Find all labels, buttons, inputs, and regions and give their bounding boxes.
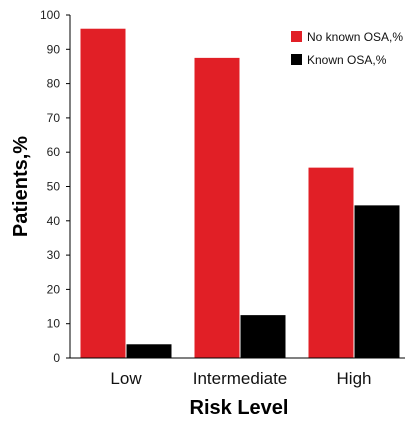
plot-area [80, 28, 400, 358]
bar-low-known-osa [126, 344, 172, 358]
bar-high-known-osa [354, 205, 400, 358]
y-tick-label: 50 [47, 180, 61, 194]
x-tick-label: High [337, 369, 372, 388]
y-tick-label: 40 [47, 214, 61, 228]
x-tick-label: Intermediate [193, 369, 288, 388]
y-axis: 0 10 20 30 40 50 60 70 80 90 100 [40, 8, 71, 365]
bar-intermediate-no-known-osa [194, 57, 240, 358]
legend: No known OSA,% Known OSA,% [291, 30, 403, 67]
legend-swatch [291, 31, 302, 42]
y-axis-title: Patients,% [10, 136, 32, 237]
legend-swatch [291, 54, 302, 65]
y-tick-label: 30 [47, 248, 61, 262]
x-axis-title: Risk Level [190, 397, 289, 419]
legend-label: Known OSA,% [307, 53, 387, 67]
y-tick-label: 20 [47, 282, 61, 296]
y-tick-label: 90 [47, 42, 61, 56]
y-tick-label: 80 [47, 77, 61, 91]
y-tick-label: 70 [47, 111, 61, 125]
y-tick-label: 100 [40, 8, 60, 22]
legend-label: No known OSA,% [307, 30, 403, 44]
x-axis: Low Intermediate High [70, 357, 405, 388]
y-tick-label: 10 [47, 317, 61, 331]
y-tick-label: 0 [53, 351, 60, 365]
x-tick-label: Low [110, 369, 142, 388]
bar-low-no-known-osa [80, 28, 126, 358]
y-tick-label: 60 [47, 145, 61, 159]
bar-intermediate-known-osa [240, 315, 286, 358]
bar-high-no-known-osa [308, 167, 354, 358]
